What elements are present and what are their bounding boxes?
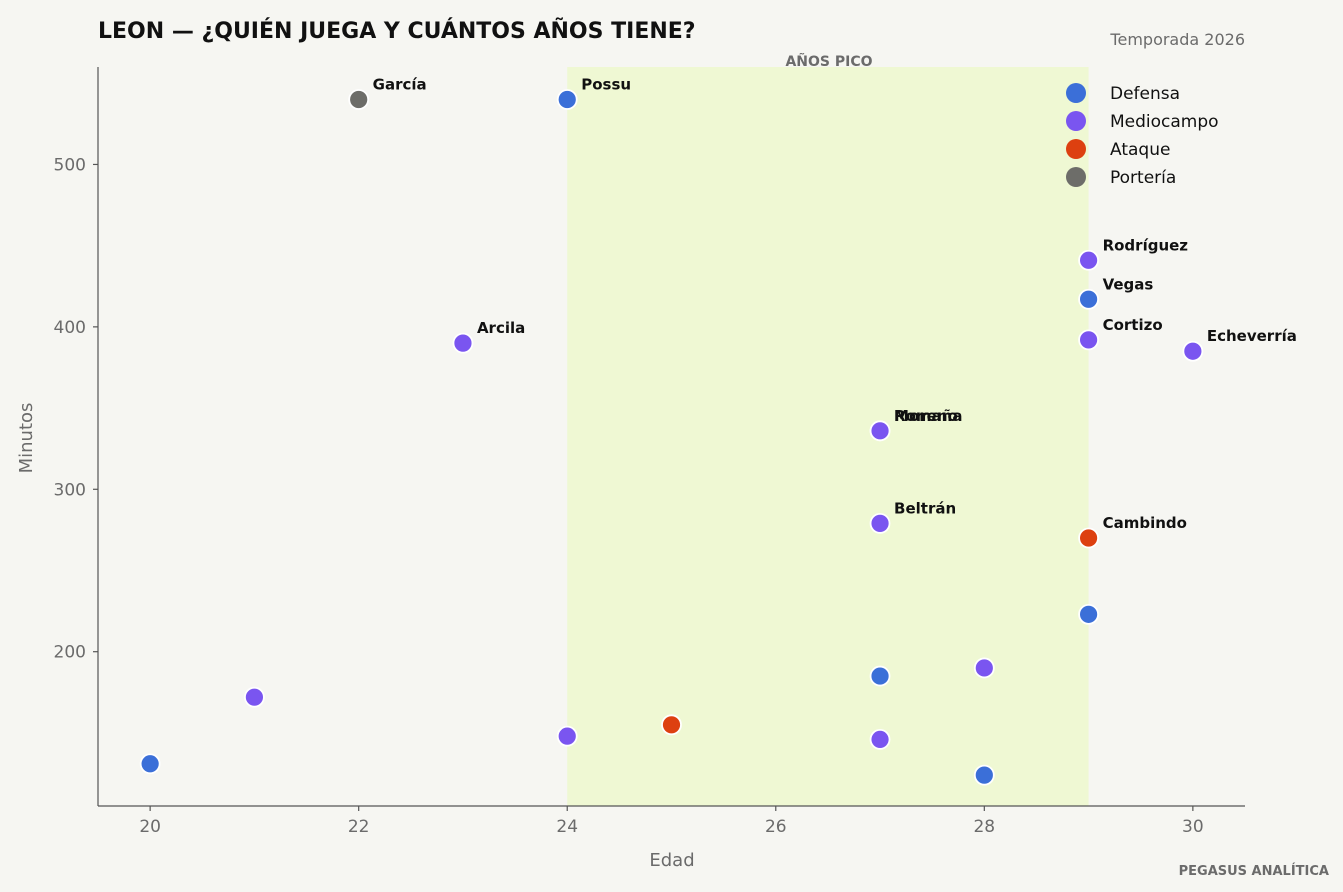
point-labels-layer: Possu Vegas Moreno Rodríguez Arcila Cortizo Ec… [373,75,1297,532]
point-label: Echeverría [1207,327,1297,345]
x-tick-label: 24 [556,817,578,837]
legend: Defensa Mediocampo Ataque Portería [1066,83,1219,188]
point-mediocampo [1078,249,1099,271]
chart-title: LEON — ¿QUIÉN JUEGA Y CUÁNTOS AÑOS TIENE… [98,18,696,44]
point-label: Cambindo [1103,514,1187,532]
legend-marker [1066,167,1086,187]
point-mediocampo [869,420,891,442]
point-label: Romaña [894,407,962,425]
peak-years-band-label: AÑOS PICO [785,53,872,70]
point-mediocampo [1182,340,1204,362]
y-tick-label: 400 [54,318,86,338]
point-mediocampo [244,686,265,708]
x-tick-label: 30 [1182,817,1204,837]
peak-years-band-layer [567,67,1089,806]
point-defensa [556,89,578,110]
point-label: Arcila [477,319,525,337]
point-label: Vegas [1103,275,1154,293]
legend-marker [1066,111,1086,131]
x-tick-label: 22 [348,817,370,837]
point-mediocampo [973,657,995,679]
x-tick-label: 28 [973,817,995,837]
point-label: Rodríguez [1103,236,1189,254]
x-tick-label: 20 [139,817,161,837]
y-axis-label: Minutos [16,403,37,474]
y-tick-label: 300 [54,480,86,500]
point-defensa [1078,603,1099,625]
point-label: Moreno [894,407,958,425]
point-porteria [348,89,370,110]
legend-marker [1066,83,1086,103]
y-tick-label: 500 [54,155,86,175]
point-mediocampo [1078,329,1099,351]
x-tick-label: 26 [765,817,787,837]
legend-label: Mediocampo [1110,112,1219,132]
point-defensa [869,665,891,687]
points-layer [139,89,1204,786]
point-label: Possu [581,75,631,93]
point-label: Cortizo [1103,316,1163,334]
footer-brand: PEGASUS ANALÍTICA [1179,863,1329,879]
point-mediocampo [556,725,578,747]
point-mediocampo [452,332,474,354]
legend-label: Ataque [1110,140,1170,160]
y-tick-label: 200 [54,643,86,663]
legend-label: Defensa [1110,84,1180,104]
point-mediocampo [869,512,891,534]
point-ataque [1078,527,1099,549]
chart-subtitle: Temporada 2026 [1109,30,1245,49]
point-defensa [973,764,995,786]
point-label: García [373,75,427,93]
peak-years-band [567,67,1089,806]
legend-label: Portería [1110,168,1176,188]
axes-layer: 20 22 24 26 28 30 200 300 400 500 [54,67,1245,837]
x-axis-label: Edad [649,850,694,871]
legend-marker [1066,139,1086,159]
point-defensa [139,753,161,775]
point-mediocampo [869,729,891,750]
point-label: Beltrán [894,499,956,517]
point-defensa [1078,288,1099,310]
point-ataque [661,714,682,736]
